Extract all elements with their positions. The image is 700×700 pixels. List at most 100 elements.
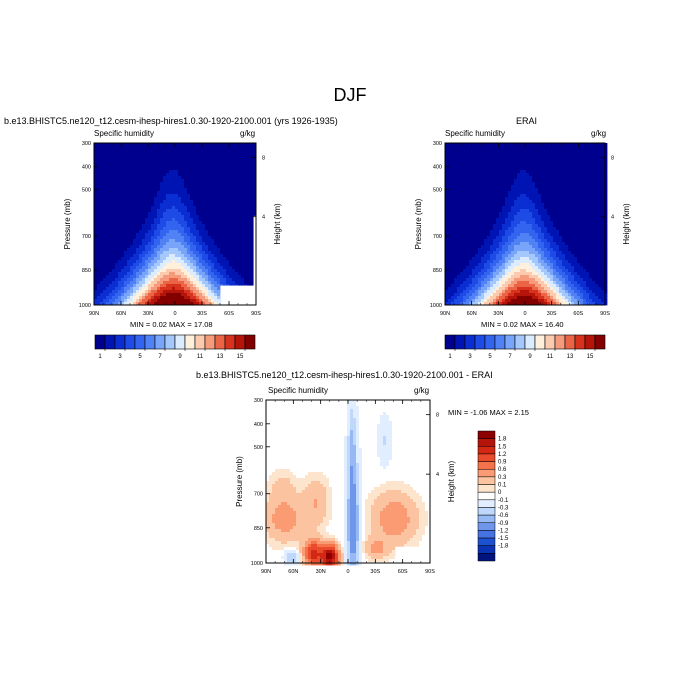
field-cell (100, 266, 104, 270)
field-cell (544, 230, 548, 234)
field-cell (229, 248, 233, 252)
field-cell (130, 299, 134, 303)
field-cell (586, 185, 590, 189)
field-cell (145, 152, 149, 156)
field-cell (169, 284, 173, 288)
field-cell (202, 233, 206, 237)
field-cell (124, 278, 128, 282)
field-cell (544, 161, 548, 165)
field-cell (460, 188, 464, 192)
field-cell (196, 179, 200, 183)
field-cell (238, 242, 242, 246)
field-cell (130, 155, 134, 159)
field-cell (124, 266, 128, 270)
field-cell (232, 227, 236, 231)
field-cell (199, 266, 203, 270)
field-cell (208, 167, 212, 171)
field-cell (514, 221, 518, 225)
field-cell (133, 251, 137, 255)
field-cell (451, 167, 455, 171)
field-cell (157, 239, 161, 243)
field-cell (220, 200, 224, 204)
field-cell (181, 290, 185, 294)
field-cell (154, 188, 158, 192)
field-cell (148, 221, 152, 225)
field-cell (586, 212, 590, 216)
field-cell (472, 245, 476, 249)
field-cell (529, 233, 533, 237)
field-cell (214, 221, 218, 225)
field-cell (196, 269, 200, 273)
field-cell (106, 269, 110, 273)
field-cell (157, 290, 161, 294)
field-cell (148, 242, 152, 246)
field-cell (469, 143, 473, 147)
field-cell (184, 233, 188, 237)
field-cell (238, 176, 242, 180)
field-cell (529, 251, 533, 255)
field-cell (157, 200, 161, 204)
field-cell (202, 212, 206, 216)
field-cell (154, 284, 158, 288)
field-cell (544, 218, 548, 222)
field-cell (223, 185, 227, 189)
field-cell (511, 209, 515, 213)
field-cell (229, 197, 233, 201)
field-cell (121, 248, 125, 252)
field-cell (178, 167, 182, 171)
field-cell (220, 191, 224, 195)
field-cell (496, 173, 500, 177)
field-cell (178, 260, 182, 264)
field-cell (172, 188, 176, 192)
field-cell (136, 260, 140, 264)
field-cell (565, 227, 569, 231)
field-cell (583, 158, 587, 162)
field-cell (175, 293, 179, 297)
field-cell (181, 302, 185, 306)
field-cell (100, 143, 104, 147)
field-cell (250, 215, 254, 219)
field-cell (130, 296, 134, 300)
field-cell (157, 257, 161, 261)
field-cell (580, 149, 584, 153)
field-cell (550, 164, 554, 168)
field-cell (523, 248, 527, 252)
field-cell (529, 155, 533, 159)
field-cell (547, 173, 551, 177)
field-cell (535, 248, 539, 252)
field-cell (508, 239, 512, 243)
field-cell (250, 281, 254, 285)
field-cell (208, 173, 212, 177)
field-cell (550, 197, 554, 201)
field-cell (499, 245, 503, 249)
field-cell (223, 149, 227, 153)
field-cell (241, 164, 245, 168)
field-cell (520, 164, 524, 168)
field-cell (502, 152, 506, 156)
field-cell (589, 206, 593, 210)
field-cell (100, 230, 104, 234)
field-cell (253, 188, 257, 192)
field-cell (166, 230, 170, 234)
field-cell (103, 164, 107, 168)
field-cell (109, 206, 113, 210)
field-cell (124, 179, 128, 183)
field-cell (475, 251, 479, 255)
field-cell (589, 146, 593, 150)
field-cell (532, 197, 536, 201)
field-cell (187, 227, 191, 231)
field-cell (526, 185, 530, 189)
field-cell (553, 185, 557, 189)
field-cell (151, 197, 155, 201)
field-cell (226, 185, 230, 189)
field-cell (151, 263, 155, 267)
field-cell (181, 203, 185, 207)
field-cell (244, 260, 248, 264)
field-cell (100, 251, 104, 255)
field-cell (571, 167, 575, 171)
field-cell (496, 170, 500, 174)
field-cell (601, 227, 605, 231)
field-cell (592, 245, 596, 249)
field-cell (169, 224, 173, 228)
field-cell (166, 182, 170, 186)
